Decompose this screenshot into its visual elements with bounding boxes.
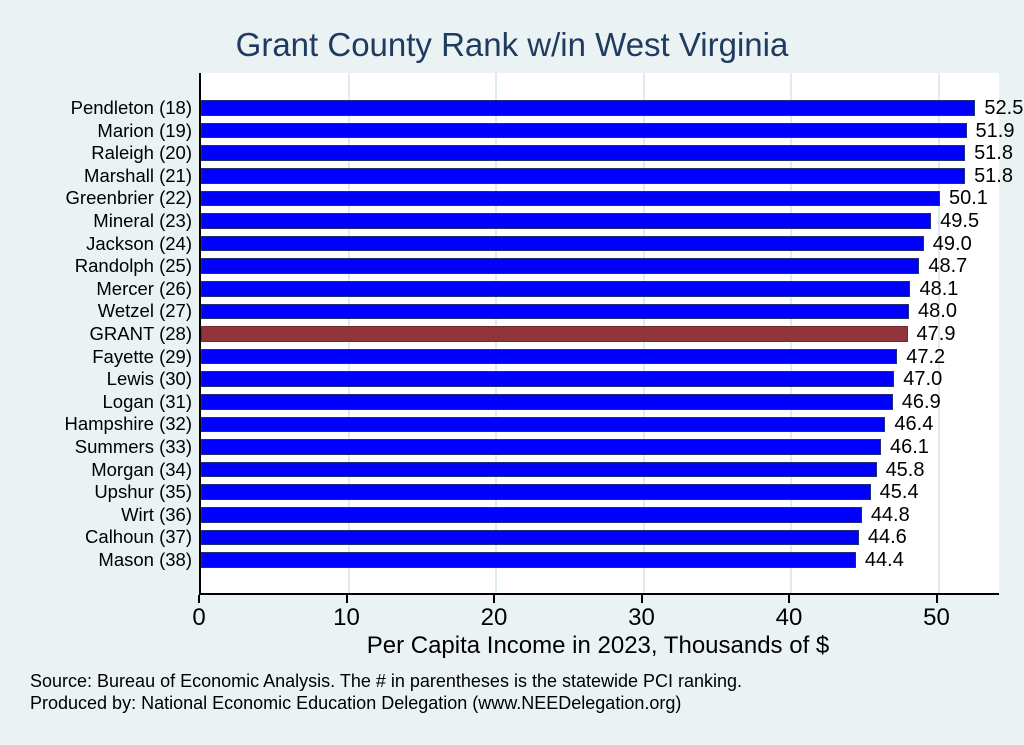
category-label: Mercer (26) — [96, 277, 192, 299]
category-label: Lewis (30) — [106, 368, 192, 390]
bar — [201, 507, 862, 523]
chart-title: Grant County Rank w/in West Virginia — [235, 26, 789, 63]
x-tick-label: 20 — [480, 604, 508, 631]
value-label: 48.0 — [918, 300, 957, 323]
category-label: Morgan (34) — [91, 458, 192, 480]
value-label: 44.4 — [864, 549, 904, 571]
category-label: Wirt (36) — [121, 503, 192, 525]
value-label: 48.1 — [919, 277, 959, 300]
category-label: Fayette (29) — [92, 345, 192, 367]
value-label: 48.7 — [928, 255, 968, 278]
category-label: Jackson (24) — [86, 232, 192, 254]
value-label: 46.1 — [889, 436, 929, 458]
bar — [201, 394, 893, 410]
value-label: 47.2 — [906, 345, 946, 368]
category-label: Upshur (35) — [94, 481, 192, 503]
bar — [201, 100, 976, 116]
value-label: 51.9 — [975, 119, 1015, 142]
bar — [201, 461, 877, 478]
value-label: 49.5 — [940, 210, 980, 232]
bar — [201, 371, 895, 387]
bar — [201, 258, 920, 274]
category-label: Pendleton (18) — [70, 97, 192, 118]
x-tick — [198, 595, 200, 603]
bar — [201, 439, 881, 455]
produced-by-note: Produced by: National Economic Education… — [30, 693, 682, 713]
value-label: 47.0 — [903, 368, 943, 391]
bar — [201, 190, 940, 207]
value-label: 47.9 — [916, 323, 956, 345]
x-tick — [493, 595, 495, 603]
value-label: 52.5 — [984, 97, 1024, 119]
bar — [201, 122, 967, 139]
category-label: Mason (38) — [98, 549, 192, 570]
bar — [201, 529, 859, 546]
value-label: 46.9 — [901, 390, 941, 413]
category-label: Randolph (25) — [74, 255, 192, 277]
footnotes: Source: Bureau of Economic Analysis. The… — [30, 670, 990, 714]
category-label: Hampshire (32) — [64, 413, 193, 435]
bar-highlighted — [201, 326, 908, 342]
x-tick-label: 30 — [628, 604, 655, 631]
bar — [201, 145, 966, 161]
value-label: 51.8 — [974, 142, 1013, 165]
category-label: Summers (33) — [74, 436, 192, 457]
value-label: 51.8 — [974, 164, 1013, 187]
value-label: 45.4 — [879, 481, 919, 504]
x-tick — [345, 595, 348, 603]
category-label: Mineral (23) — [93, 210, 192, 231]
value-label: 45.8 — [885, 458, 925, 481]
category-label: Calhoun (37) — [85, 526, 192, 548]
bar — [201, 484, 871, 500]
x-tick-label: 10 — [333, 604, 360, 631]
x-tick-label: 40 — [775, 604, 803, 631]
plot-area: 52.5 51.9 51.8 51.8 50.1 49.5 49.0 48.7 48.1 48.0… — [199, 73, 1023, 595]
gridline — [937, 73, 940, 593]
category-label: Wetzel (27) — [97, 300, 192, 322]
x-tick — [935, 595, 938, 603]
source-note: Source: Bureau of Economic Analysis. The… — [30, 671, 743, 691]
category-label: Logan (31) — [102, 390, 192, 412]
category-label: Raleigh (20) — [91, 142, 192, 164]
bar — [201, 303, 910, 320]
category-label: Marion (19) — [97, 119, 192, 141]
x-tick — [788, 595, 791, 603]
bar — [201, 416, 886, 433]
value-label: 50.1 — [948, 187, 988, 210]
category-label: GRANT (28) — [89, 323, 192, 344]
x-tick — [640, 595, 643, 603]
value-label: 44.8 — [870, 503, 910, 526]
x-tick-label: 0 — [192, 604, 206, 631]
x-axis-title: Per Capita Income in 2023, Thousands of … — [366, 632, 830, 659]
bar — [201, 168, 966, 184]
category-label: Greenbrier (22) — [65, 187, 192, 209]
bar — [201, 235, 924, 252]
x-tick-label: 50 — [923, 604, 950, 631]
value-label: 44.6 — [867, 526, 907, 549]
bar — [201, 552, 856, 568]
category-label: Marshall (21) — [84, 164, 192, 186]
value-label: 49.0 — [932, 232, 972, 255]
bar — [201, 281, 911, 297]
bar — [201, 348, 898, 365]
value-label: 46.4 — [894, 413, 934, 436]
bar — [201, 213, 932, 229]
